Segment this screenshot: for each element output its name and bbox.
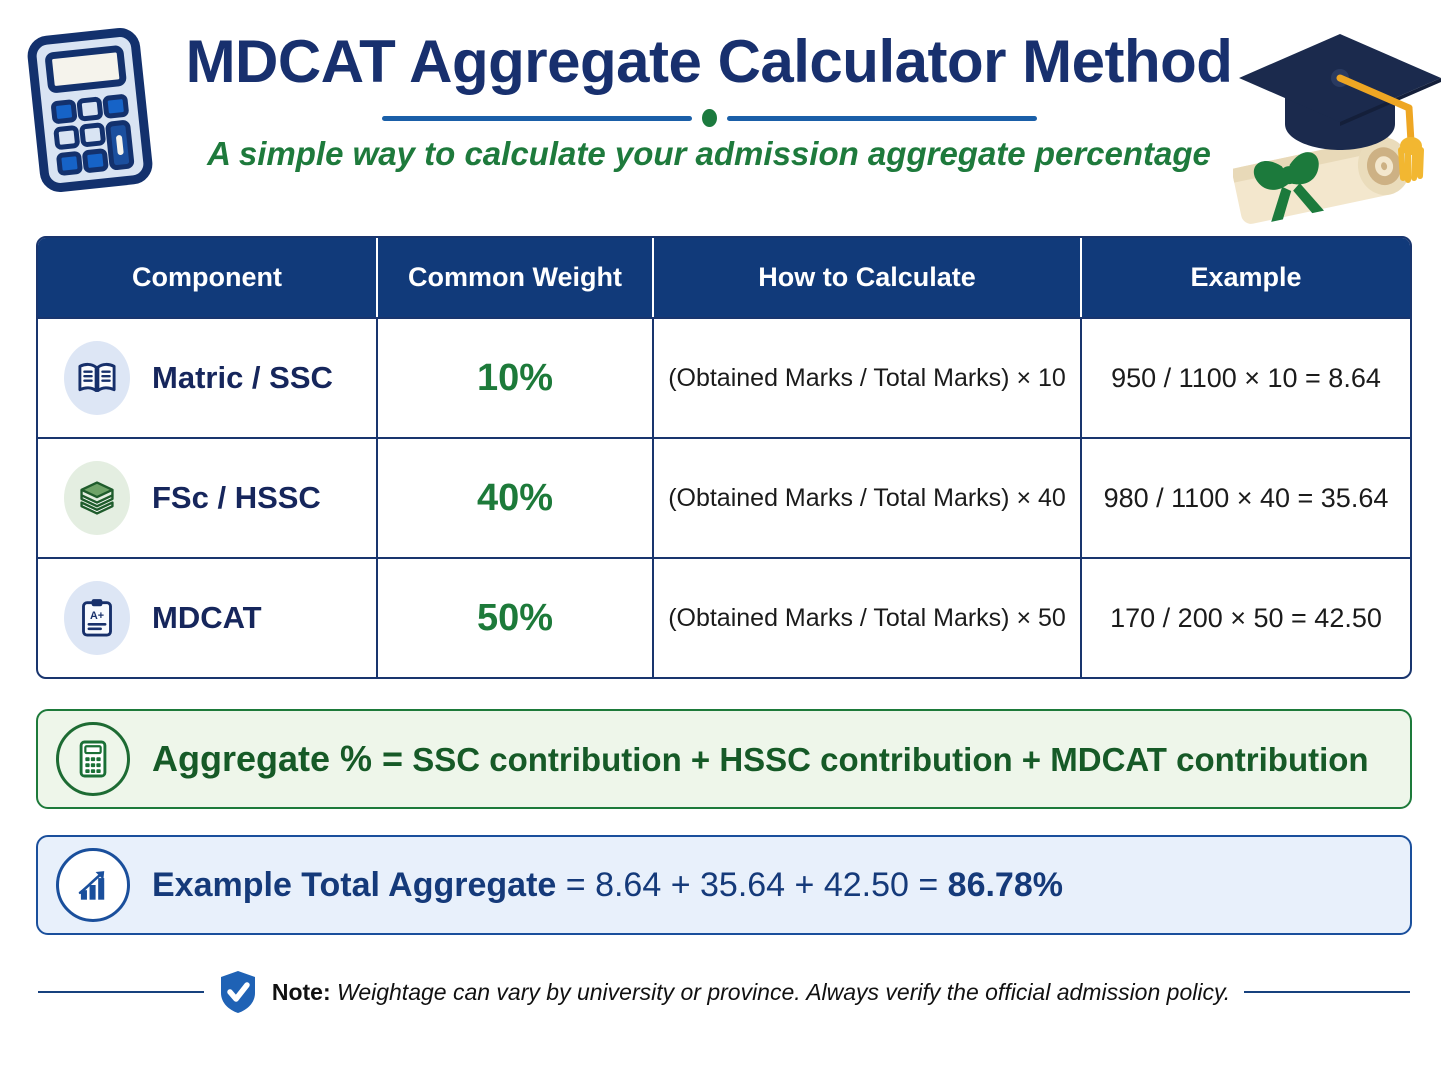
total-banner: Example Total Aggregate = 8.64 + 35.64 +… [36,835,1412,935]
calculator-icon [56,722,130,796]
total-text: Example Total Aggregate = 8.64 + 35.64 +… [152,866,1063,905]
cell-how-to-calculate: (Obtained Marks / Total Marks) × 10 [654,319,1082,437]
cell-component: A+ MDCAT [38,559,378,677]
shield-check-icon [218,969,258,1015]
total-value: 86.78% [947,865,1063,904]
title-divider [170,109,1248,128]
footer-rule-left [38,991,204,993]
component-label: MDCAT [152,600,262,635]
cell-how-to-calculate: (Obtained Marks / Total Marks) × 40 [654,439,1082,557]
cell-component: FSc / HSSC [38,439,378,557]
table-row: A+ MDCAT 50% (Obtained Marks / Total Mar… [38,557,1410,677]
cell-example: 980 / 1100 × 40 = 35.64 [1082,439,1410,557]
how-to-calculate-text: (Obtained Marks / Total Marks) × 40 [668,483,1066,512]
column-header-common-weight: Common Weight [378,238,654,317]
page-title: MDCAT Aggregate Calculator Method [185,28,1233,95]
footer-rule-right [1244,991,1411,993]
example-text: 170 / 200 × 50 = 42.50 [1110,602,1382,633]
note-text: Note: Weightage can vary by university o… [272,979,1230,1006]
stacked-books-icon [64,461,130,535]
header: MDCAT Aggregate Calculator Method A simp… [0,0,1448,236]
growth-chart-icon [56,848,130,922]
cell-common-weight: 10% [378,319,654,437]
footer-note: Note: Weightage can vary by university o… [0,961,1448,1023]
graduation-cap-diploma-icon [1233,16,1448,241]
note-body: Weightage can vary by university or prov… [330,978,1231,1005]
component-label: FSc / HSSC [152,480,321,515]
clipboard-grade-icon: A+ [64,581,130,655]
formula-text: Aggregate % = SSC contribution + HSSC co… [152,738,1369,780]
example-text: 980 / 1100 × 40 = 35.64 [1103,482,1389,513]
open-book-icon [64,341,130,415]
note-label: Note: [271,978,331,1005]
cell-common-weight: 40% [378,439,654,557]
cell-example: 170 / 200 × 50 = 42.50 [1082,559,1410,677]
cell-common-weight: 50% [378,559,654,677]
column-header-component: Component [38,238,378,317]
how-to-calculate-text: (Obtained Marks / Total Marks) × 50 [668,603,1066,632]
component-label: Matric / SSC [152,360,333,395]
divider-line-right [726,115,1037,121]
aggregate-table: Component Common Weight How to Calculate… [36,236,1412,679]
example-text: 950 / 1100 × 10 = 8.64 [1111,362,1381,393]
weight-value: 10% [476,356,554,399]
cell-component: Matric / SSC [38,319,378,437]
formula-lead: Aggregate % = [152,738,404,779]
cell-example: 950 / 1100 × 10 = 8.64 [1082,319,1410,437]
cell-how-to-calculate: (Obtained Marks / Total Marks) × 50 [654,559,1082,677]
total-equation: = 8.64 + 35.64 + 42.50 = [556,865,948,904]
page-subtitle: A simple way to calculate your admission… [207,135,1211,173]
formula-banner: Aggregate % = SSC contribution + HSSC co… [36,709,1412,809]
weight-value: 50% [476,596,554,639]
column-header-how-to-calculate: How to Calculate [654,238,1082,317]
svg-text:A+: A+ [90,610,104,622]
column-header-example: Example [1190,262,1302,292]
table-row: FSc / HSSC 40% (Obtained Marks / Total M… [38,437,1410,557]
divider-dot [701,109,717,128]
weight-value: 40% [476,476,554,519]
divider-line-left [381,115,692,121]
calculator-icon [22,24,158,196]
formula-rest: SSC contribution + HSSC contribution + M… [403,741,1369,778]
header-text-block: MDCAT Aggregate Calculator Method A simp… [170,28,1248,173]
table-row: Matric / SSC 10% (Obtained Marks / Total… [38,317,1410,437]
total-label: Example Total Aggregate [152,865,557,904]
how-to-calculate-text: (Obtained Marks / Total Marks) × 10 [668,363,1066,392]
table-header-row: Component Common Weight How to Calculate… [38,238,1410,317]
